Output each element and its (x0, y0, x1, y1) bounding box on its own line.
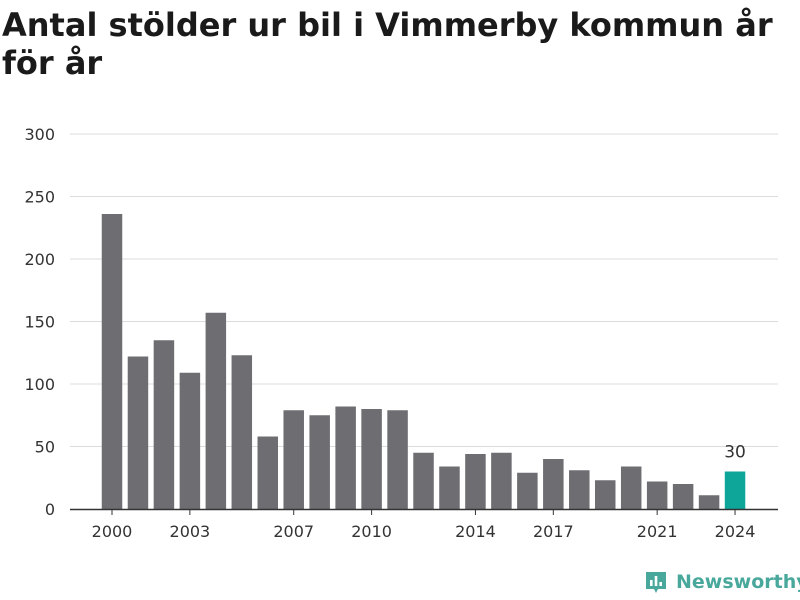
bars (101, 214, 746, 509)
newsworthy-bar-chart-icon (646, 572, 666, 593)
bar-2006 (257, 436, 279, 509)
bar-2002 (153, 340, 175, 509)
x-tick-label: 2000 (92, 522, 133, 541)
bar-2005 (231, 355, 253, 509)
y-tick-label: 200 (24, 250, 55, 269)
x-tick-label: 2017 (533, 522, 574, 541)
bar-2022 (672, 484, 694, 509)
bar-2024 (724, 471, 746, 509)
x-axis (70, 508, 778, 515)
bar-2004 (205, 312, 227, 509)
bar-2021 (646, 481, 668, 509)
y-tick-label: 150 (24, 313, 55, 332)
bar-2014 (465, 454, 486, 509)
y-tick-label: 0 (45, 500, 55, 519)
gridlines (70, 133, 778, 447)
bar-2000 (101, 214, 123, 509)
data-labels: 30 (724, 443, 746, 463)
newsworthy-logo-text: Newsworthy (676, 571, 800, 593)
bar-2016 (517, 472, 538, 509)
bar-2019 (594, 480, 616, 509)
y-tick-label: 100 (24, 375, 55, 394)
bar-2013 (439, 466, 460, 509)
bar-2018 (569, 470, 590, 509)
bar-2003 (179, 372, 201, 509)
newsworthy-logo: Newsworthy (644, 570, 800, 594)
x-tick-label: 2024 (715, 522, 756, 541)
bar-2010 (361, 409, 382, 509)
bar-2008 (309, 415, 330, 509)
x-tick-label: 2007 (273, 522, 314, 541)
bar-2011 (387, 410, 408, 509)
y-tick-label: 250 (24, 188, 55, 207)
y-tick-label: 300 (24, 125, 55, 144)
bar-2007 (283, 410, 304, 509)
bar-2020 (620, 466, 642, 509)
x-tick-label: 2021 (637, 522, 678, 541)
data-label-2024: 30 (724, 443, 746, 463)
x-tick-label: 2010 (351, 522, 392, 541)
x-axis-tick-labels: 2000 2003 2007 2010 2014 2017 2021 2024 (92, 522, 756, 541)
bar-2009 (335, 406, 356, 509)
bar-2023 (698, 495, 720, 509)
y-tick-label: 50 (35, 438, 55, 457)
bar-2015 (491, 452, 512, 509)
bar-2001 (127, 356, 149, 509)
chart-title: Antal stölder ur bil i Vimmerby kommun å… (2, 6, 773, 82)
x-tick-label: 2014 (455, 522, 496, 541)
x-tick-label: 2003 (170, 522, 211, 541)
bar-2012 (413, 452, 434, 509)
y-axis-tick-labels: 0 50 100 150 200 250 300 (24, 125, 55, 519)
bar-2017 (543, 459, 564, 509)
